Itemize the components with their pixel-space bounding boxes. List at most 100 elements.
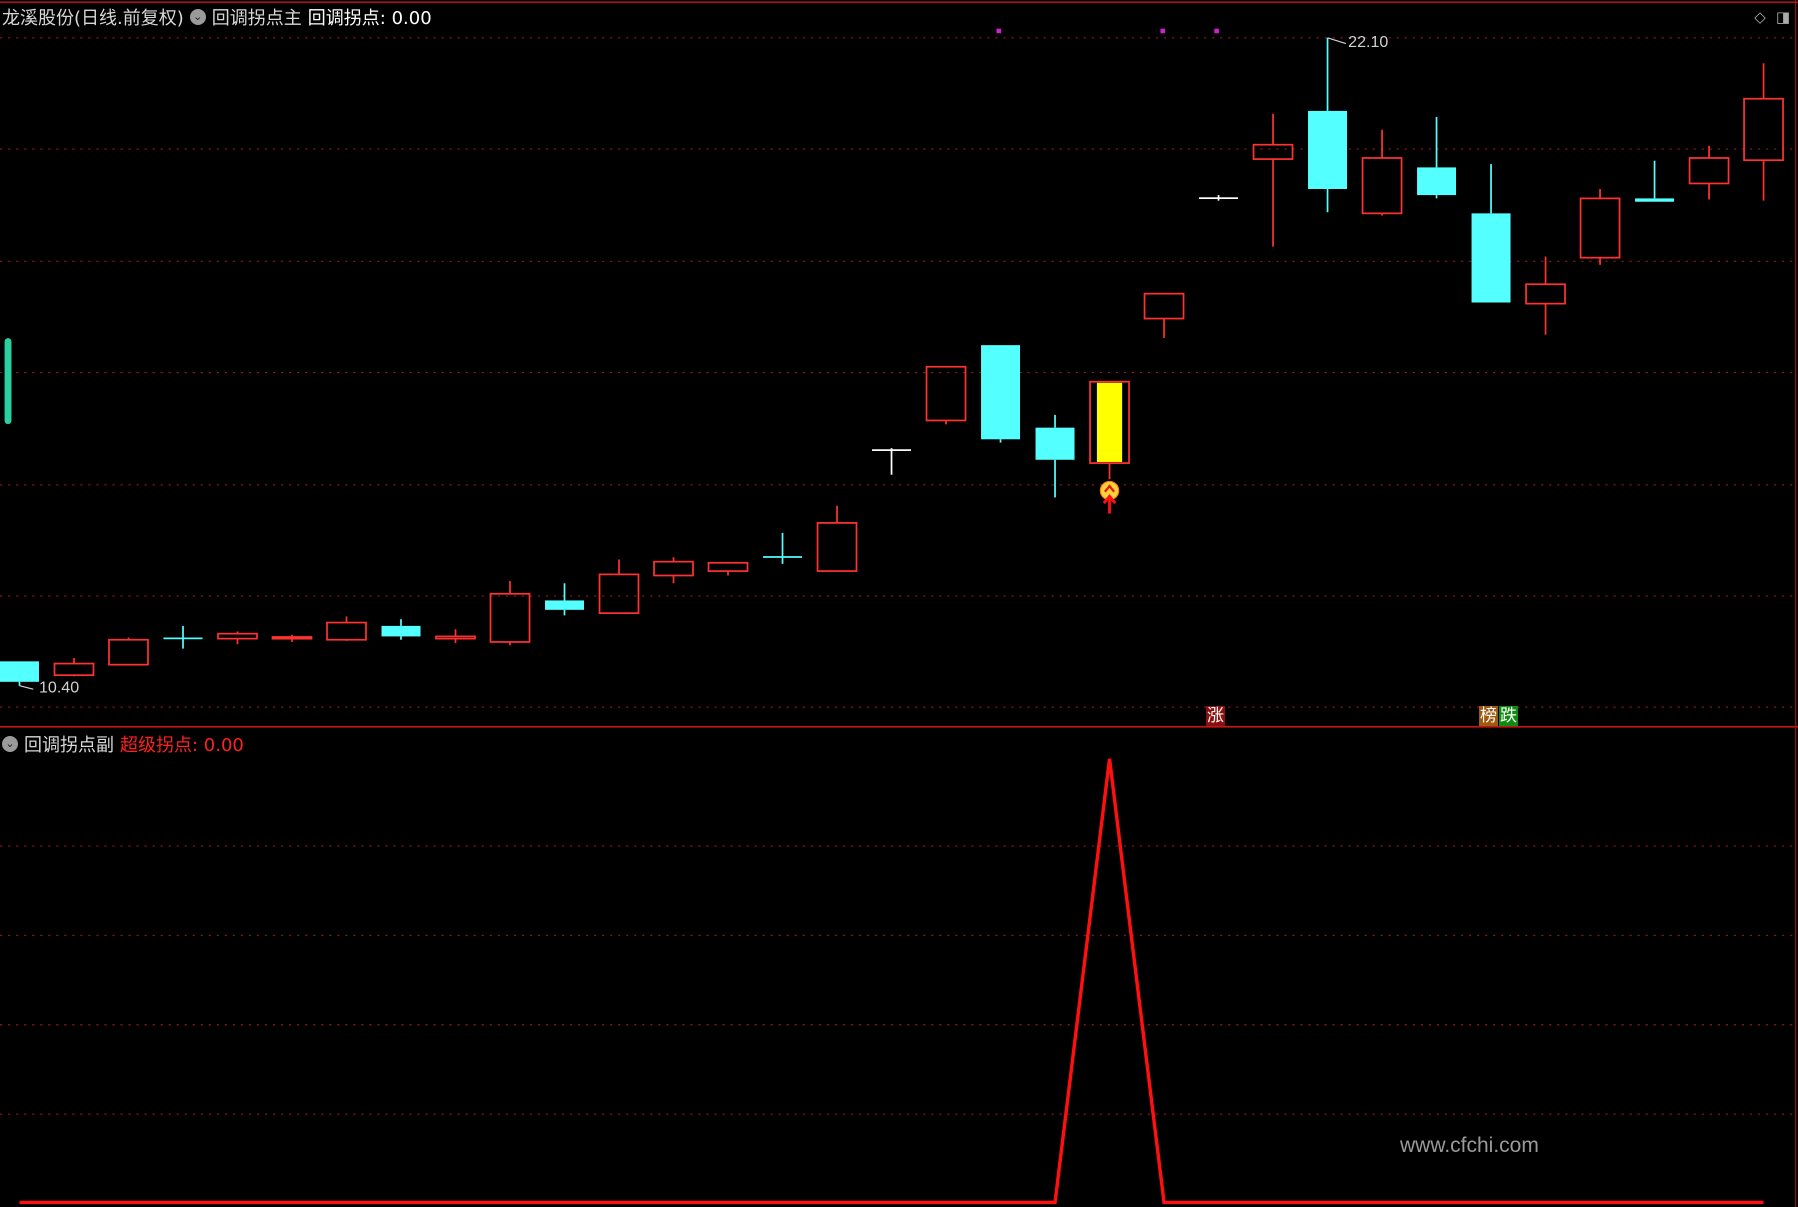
low-label-pointer xyxy=(19,685,34,690)
candle-body xyxy=(108,638,149,666)
candle-body xyxy=(217,632,258,640)
candle-body xyxy=(1308,110,1348,189)
high-label-pointer xyxy=(1327,37,1347,45)
candle[interactable] xyxy=(1743,63,1784,201)
candle-body xyxy=(1252,143,1294,160)
candle[interactable] xyxy=(1361,129,1403,216)
candle[interactable] xyxy=(1688,145,1730,200)
marker-dot xyxy=(1214,28,1219,34)
candle[interactable] xyxy=(1417,117,1457,199)
candle-body xyxy=(381,625,421,637)
candle-body xyxy=(653,560,694,577)
candle[interactable] xyxy=(1252,113,1294,247)
main-pane-header: 龙溪股份(日线.前复权) ⌄ 回调拐点主 回调拐点: 0.00 xyxy=(2,4,432,30)
candle-body xyxy=(0,661,39,682)
candle-body xyxy=(53,662,95,677)
candle[interactable] xyxy=(1579,188,1621,265)
marker-dot xyxy=(1160,28,1166,34)
candle-body xyxy=(1089,380,1130,464)
chevron-up-icon xyxy=(1104,484,1116,493)
chevron-down-icon[interactable]: ⌄ xyxy=(189,9,206,25)
marker-dot xyxy=(996,28,1002,34)
candle-body xyxy=(707,561,749,572)
candle-body xyxy=(326,621,367,641)
candle-body xyxy=(1199,197,1239,200)
candle[interactable] xyxy=(925,365,967,425)
main-indicator-name[interactable]: 回调拐点主 xyxy=(211,8,302,29)
candle-body xyxy=(435,635,476,640)
sub-pane-header: ⌄ 回调拐点副 超级拐点: 0.00 xyxy=(2,731,244,757)
candle[interactable] xyxy=(872,448,912,475)
candle-body xyxy=(1525,283,1566,305)
candle-body xyxy=(1143,292,1185,320)
stock-title: 龙溪股份(日线.前复权) xyxy=(2,8,184,29)
panel-toggle-icon[interactable]: ◨ xyxy=(1775,8,1790,26)
candle[interactable] xyxy=(271,634,313,642)
candle[interactable] xyxy=(981,345,1021,443)
candle[interactable] xyxy=(0,661,39,686)
candle[interactable] xyxy=(653,557,694,584)
candle[interactable] xyxy=(707,561,749,576)
fall-tag[interactable]: 跌 xyxy=(1499,706,1518,726)
candle-body xyxy=(925,365,967,422)
window-controls: ◇ ◨ xyxy=(1754,8,1790,26)
candle-body xyxy=(763,556,803,558)
candle[interactable] xyxy=(217,631,258,645)
candle-body xyxy=(545,600,585,610)
grid-lines xyxy=(0,37,1796,1115)
candle[interactable] xyxy=(763,532,803,564)
main-indicator-label: 回调拐点 xyxy=(307,8,380,29)
candle[interactable] xyxy=(435,629,476,644)
candle[interactable] xyxy=(1635,160,1675,202)
candle-body xyxy=(816,522,858,572)
candle[interactable] xyxy=(545,583,585,616)
signal-body xyxy=(1096,382,1123,462)
signal-marker xyxy=(1099,480,1120,514)
candle-body xyxy=(1417,167,1457,196)
high-price-label: 22.10 xyxy=(1348,33,1388,51)
candle-body xyxy=(271,636,313,640)
candle-body xyxy=(1579,197,1621,259)
price-labels: 22.10 10.40 xyxy=(19,33,1388,697)
candle-body xyxy=(163,637,203,640)
candle[interactable] xyxy=(326,616,367,641)
candle[interactable] xyxy=(598,559,640,615)
marker-dots xyxy=(996,28,1219,34)
candle[interactable] xyxy=(489,581,531,646)
candle[interactable] xyxy=(816,505,858,572)
rank-tag[interactable]: 榜 xyxy=(1479,706,1498,726)
up-arrow-icon xyxy=(1102,494,1117,514)
candle[interactable] xyxy=(1308,37,1348,213)
candle[interactable] xyxy=(1089,380,1130,480)
candles xyxy=(0,37,1784,686)
candle-body xyxy=(872,449,912,451)
sub-indicator-label: 超级拐点 xyxy=(120,735,192,756)
rise-tag[interactable]: 涨 xyxy=(1206,706,1225,726)
candle[interactable] xyxy=(163,625,203,649)
scroll-indicator[interactable] xyxy=(4,338,12,425)
candle[interactable] xyxy=(53,658,95,677)
diamond-icon[interactable]: ◇ xyxy=(1754,8,1766,26)
candle[interactable] xyxy=(381,619,421,640)
watermark: www.cfchi.com xyxy=(1400,1134,1539,1157)
candle[interactable] xyxy=(1035,414,1075,498)
sub-indicator-name[interactable]: 回调拐点副 xyxy=(24,735,114,756)
candle-body xyxy=(1743,97,1784,162)
candle[interactable] xyxy=(1525,256,1566,335)
chevron-down-icon[interactable]: ⌄ xyxy=(2,736,18,752)
candle-body xyxy=(489,592,531,643)
low-price-label: 10.40 xyxy=(39,679,79,697)
candle[interactable] xyxy=(1143,292,1185,338)
sub-indicator-value: : 0.00 xyxy=(192,735,244,756)
candle-body xyxy=(598,573,640,615)
main-indicator-value: : 0.00 xyxy=(379,8,432,29)
candle-body xyxy=(1471,213,1511,303)
candle-body xyxy=(981,345,1021,440)
indicator-line xyxy=(19,758,1764,1205)
candle[interactable] xyxy=(1199,195,1239,201)
candle-body xyxy=(1635,198,1675,202)
candle[interactable] xyxy=(1471,164,1511,303)
candle[interactable] xyxy=(108,637,149,666)
candle-body xyxy=(1035,427,1075,460)
